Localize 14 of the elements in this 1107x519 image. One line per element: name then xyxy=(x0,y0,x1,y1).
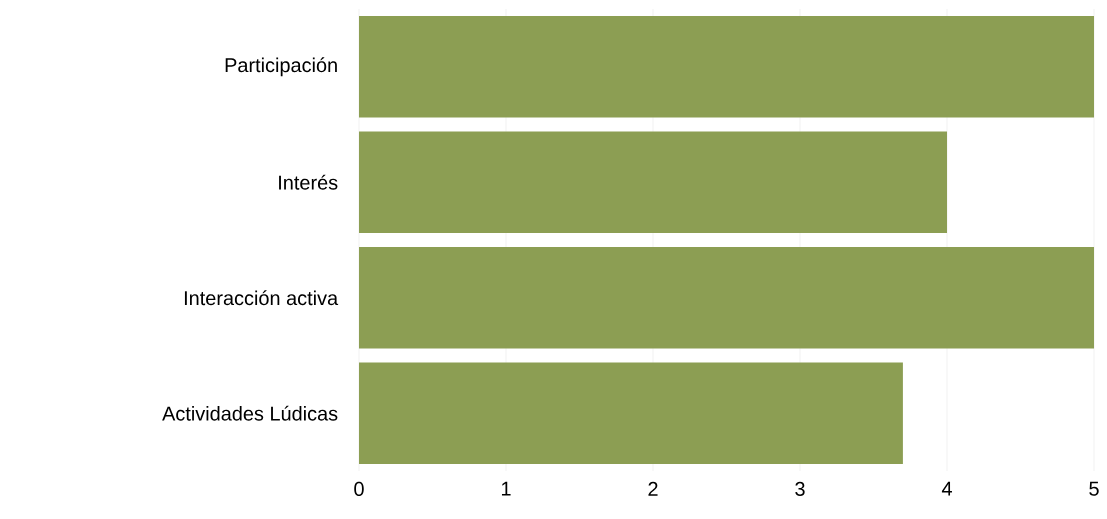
bar xyxy=(359,246,1095,349)
y-tick-label: Participación xyxy=(225,57,337,77)
bar xyxy=(359,362,903,465)
x-tick-label: 1 xyxy=(501,481,511,496)
x-tick-label: 5 xyxy=(1089,481,1099,496)
x-tick-label: 0 xyxy=(354,481,364,496)
x-tick-label: 3 xyxy=(795,481,805,496)
y-tick-label: Actividades Lúdicas xyxy=(162,405,338,421)
x-tick-label: 2 xyxy=(648,481,658,496)
bar xyxy=(359,131,948,234)
x-tick-label: 4 xyxy=(941,481,952,496)
y-tick-label: Interacción activa xyxy=(184,290,339,306)
bar xyxy=(359,15,1095,118)
y-tick-label: Interés xyxy=(279,174,338,190)
